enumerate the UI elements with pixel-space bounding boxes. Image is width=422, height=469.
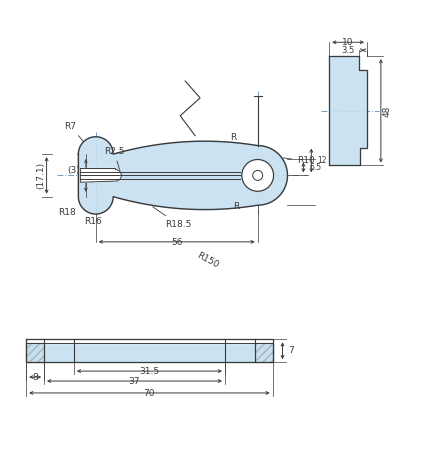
Polygon shape (255, 343, 273, 362)
Polygon shape (26, 339, 273, 362)
Text: R150: R150 (195, 251, 220, 270)
Text: R: R (233, 202, 239, 211)
Text: 4: 4 (88, 176, 94, 185)
Text: 37: 37 (129, 377, 140, 386)
Text: R: R (230, 133, 236, 142)
Text: 56: 56 (171, 238, 182, 247)
Text: 10: 10 (342, 38, 354, 47)
Text: 8: 8 (32, 373, 38, 382)
Text: R18.5: R18.5 (153, 207, 192, 229)
Polygon shape (78, 137, 287, 214)
Text: 6.5: 6.5 (309, 163, 322, 172)
Text: 48: 48 (382, 105, 391, 116)
Text: R10: R10 (283, 157, 315, 166)
Text: R18: R18 (59, 207, 76, 217)
Text: 70: 70 (143, 389, 155, 398)
Text: (17.1): (17.1) (36, 162, 45, 189)
Text: 7: 7 (289, 346, 294, 355)
Polygon shape (80, 168, 121, 182)
Text: (3): (3) (68, 166, 80, 175)
Circle shape (242, 159, 273, 191)
Polygon shape (329, 56, 367, 166)
Polygon shape (26, 339, 273, 343)
Text: R7: R7 (65, 122, 84, 142)
Polygon shape (26, 343, 44, 362)
Text: 12: 12 (317, 156, 327, 165)
Text: 31.5: 31.5 (139, 367, 160, 376)
Text: 3.5: 3.5 (342, 45, 355, 55)
Text: R16: R16 (84, 218, 102, 227)
Text: R2.5: R2.5 (104, 146, 124, 173)
